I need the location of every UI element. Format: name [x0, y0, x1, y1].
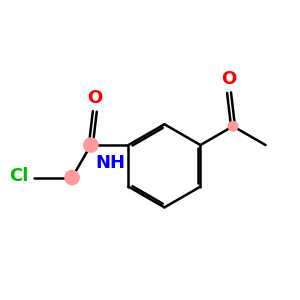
Circle shape — [84, 138, 98, 152]
Circle shape — [65, 170, 79, 185]
Text: O: O — [221, 70, 237, 88]
Text: O: O — [87, 89, 102, 107]
Circle shape — [228, 122, 238, 131]
Text: Cl: Cl — [9, 167, 28, 184]
Text: NH: NH — [96, 154, 126, 172]
